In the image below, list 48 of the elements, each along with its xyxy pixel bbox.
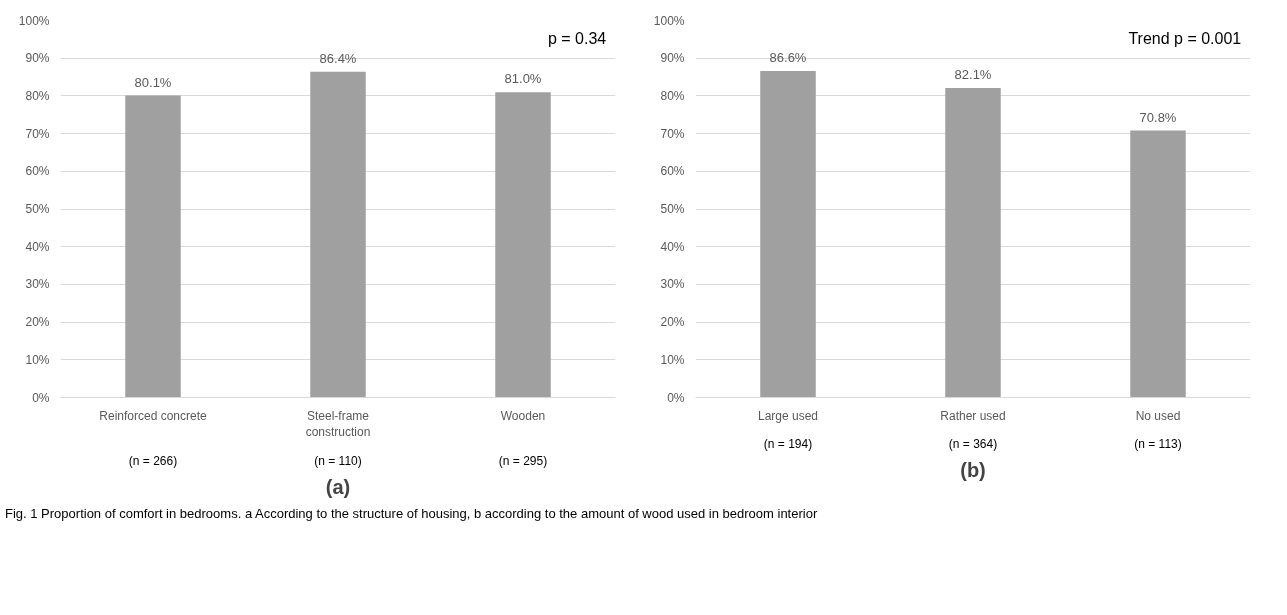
x-tick-label: Rather used: [940, 408, 1006, 423]
bar: [760, 71, 816, 398]
text: (n = 295): [498, 453, 548, 468]
x-tick-label: Wooden: [500, 408, 546, 423]
y-tick-label: 50%: [660, 202, 685, 216]
data-label: 86.6%: [769, 50, 807, 66]
data-label: 80.1%: [134, 74, 172, 90]
text: (n = 364): [948, 436, 998, 451]
bar: [945, 87, 1001, 398]
y-tick-label: 40%: [25, 239, 50, 254]
x-tick-label: Reinforced concrete: [99, 408, 208, 423]
y-tick-label: 90%: [25, 51, 50, 66]
y-tick-label: 90%: [660, 51, 685, 66]
y-tick-label: 80%: [660, 88, 685, 103]
bar: [1130, 130, 1186, 398]
data-label: 81.0%: [504, 71, 542, 87]
y-tick-label: 10%: [660, 352, 685, 367]
y-tick-label: 20%: [660, 315, 685, 330]
x-tick-label: Large used: [757, 408, 819, 423]
y-tick-label: 0%: [32, 390, 50, 405]
data-label: 86.4%: [319, 50, 357, 66]
y-tick-label: 60%: [660, 164, 685, 179]
y-tick-label: 20%: [25, 315, 50, 330]
data-label: 70.8%: [1139, 109, 1177, 125]
y-tick-label: 100%: [18, 13, 50, 28]
text: (n = 266): [128, 453, 178, 468]
y-tick-label: 30%: [660, 277, 685, 292]
y-tick-label: 100%: [653, 13, 685, 28]
y-tick-label: 30%: [25, 277, 50, 292]
text: (n = 110): [314, 453, 362, 468]
y-tick-label: 70%: [660, 126, 685, 141]
annotation: p = 0.34: [547, 29, 607, 47]
y-tick-label: 50%: [25, 202, 50, 216]
x-axis-title: (a): [325, 475, 351, 498]
y-tick-label: 70%: [25, 126, 50, 141]
data-label: 82.1%: [954, 66, 992, 82]
y-tick-label: 10%: [25, 352, 50, 367]
y-tick-label: 60%: [25, 164, 50, 179]
caption: Fig. 1 Proportion of comfort in bedrooms. a According to the structure of housing, b according to the amount of wood used in bedroom interior: [5, 505, 818, 523]
x-tick-label: No used: [1135, 408, 1181, 423]
annotation: Trend p = 0.001: [1128, 29, 1242, 47]
text: (n = 194): [763, 436, 813, 451]
x-tick-label: Steel-frame construction: [305, 408, 371, 440]
y-tick-label: 80%: [25, 88, 50, 103]
y-tick-label: 0%: [667, 390, 685, 405]
x-axis-title: (b): [960, 458, 986, 481]
y-tick-label: 40%: [660, 239, 685, 254]
text: (n = 113): [1134, 436, 1182, 451]
